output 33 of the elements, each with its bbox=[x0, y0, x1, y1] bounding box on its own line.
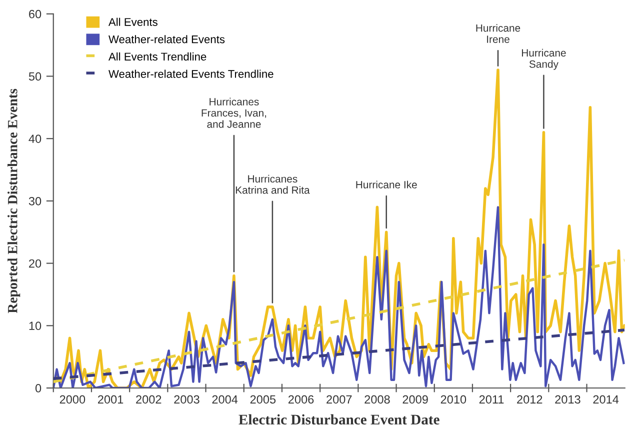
x-axis-title: Electric Disturbance Event Date bbox=[238, 414, 440, 425]
x-tick-label: 2009 bbox=[402, 395, 428, 404]
x-tick-label: 2005 bbox=[250, 395, 276, 404]
y-tick-label: 60 bbox=[29, 10, 42, 18]
annotation: Hurricane Irene bbox=[476, 24, 520, 43]
y-axis-title: Reported Electric Disturbance Events bbox=[8, 88, 20, 314]
y-tick-label: 0 bbox=[35, 384, 42, 392]
y-tick-label: 50 bbox=[28, 72, 42, 81]
legend-label: All Events Trendline bbox=[108, 52, 206, 61]
y-tick-label: 30 bbox=[28, 196, 42, 206]
x-tick-label: 2012 bbox=[517, 395, 542, 404]
x-tick-label: 2013 bbox=[555, 395, 580, 404]
annotation: Hurricanes Frances, Ivan, and Jeanne bbox=[202, 98, 266, 128]
x-tick-label: 2002 bbox=[136, 395, 162, 404]
annotation: Hurricane Ike bbox=[356, 180, 417, 188]
legend-label: All Events bbox=[108, 18, 158, 26]
y-tick-label: 10 bbox=[29, 322, 42, 330]
x-tick-label: 2000 bbox=[60, 395, 86, 404]
legend-label: Weather-related Events Trendline bbox=[108, 70, 274, 78]
annotation: Hurricane Sandy bbox=[522, 48, 566, 70]
x-tick-label: 2001 bbox=[98, 395, 124, 404]
x-tick-label: 2014 bbox=[593, 395, 619, 404]
x-tick-label: 2004 bbox=[212, 395, 238, 404]
x-tick-label: 2007 bbox=[326, 395, 352, 404]
x-tick-label: 2003 bbox=[174, 395, 200, 404]
x-tick-label: 2006 bbox=[288, 395, 314, 404]
x-tick-label: 2011 bbox=[479, 395, 504, 404]
x-tick-label: 2010 bbox=[440, 395, 466, 404]
y-tick-label: 20 bbox=[29, 259, 42, 268]
annotation: Hurricanes Katrina and Rita bbox=[236, 174, 310, 194]
x-tick-label: 2008 bbox=[364, 395, 390, 404]
y-tick-label: 40 bbox=[28, 134, 42, 143]
legend-label: Weather-related Events bbox=[108, 35, 225, 44]
